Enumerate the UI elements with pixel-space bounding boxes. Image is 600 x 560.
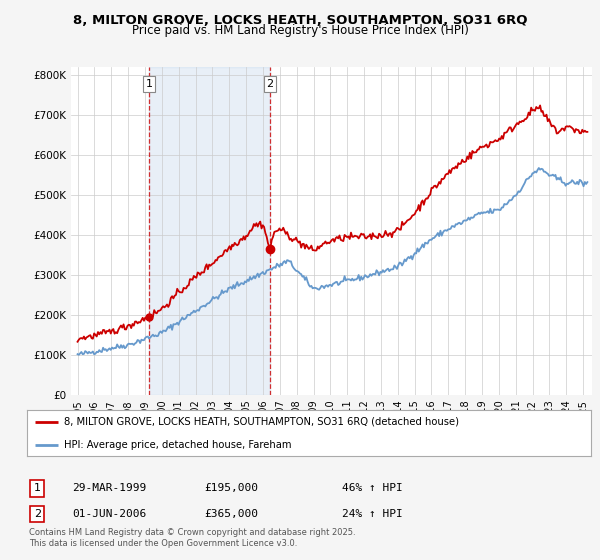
Text: 8, MILTON GROVE, LOCKS HEATH, SOUTHAMPTON, SO31 6RQ: 8, MILTON GROVE, LOCKS HEATH, SOUTHAMPTO… xyxy=(73,14,527,27)
Text: 46% ↑ HPI: 46% ↑ HPI xyxy=(342,483,403,493)
Text: 24% ↑ HPI: 24% ↑ HPI xyxy=(342,509,403,519)
Text: HPI: Average price, detached house, Fareham: HPI: Average price, detached house, Fare… xyxy=(64,440,291,450)
Text: 29-MAR-1999: 29-MAR-1999 xyxy=(72,483,146,493)
Text: 1: 1 xyxy=(34,483,41,493)
Text: 01-JUN-2006: 01-JUN-2006 xyxy=(72,509,146,519)
Text: 2: 2 xyxy=(266,79,274,89)
Text: 1: 1 xyxy=(146,79,152,89)
Text: 2: 2 xyxy=(34,509,41,519)
Bar xyxy=(149,67,270,395)
Text: £195,000: £195,000 xyxy=(204,483,258,493)
Text: £365,000: £365,000 xyxy=(204,509,258,519)
Text: 8, MILTON GROVE, LOCKS HEATH, SOUTHAMPTON, SO31 6RQ (detached house): 8, MILTON GROVE, LOCKS HEATH, SOUTHAMPTO… xyxy=(64,417,458,427)
Text: Contains HM Land Registry data © Crown copyright and database right 2025.
This d: Contains HM Land Registry data © Crown c… xyxy=(29,528,355,548)
Text: Price paid vs. HM Land Registry's House Price Index (HPI): Price paid vs. HM Land Registry's House … xyxy=(131,24,469,37)
